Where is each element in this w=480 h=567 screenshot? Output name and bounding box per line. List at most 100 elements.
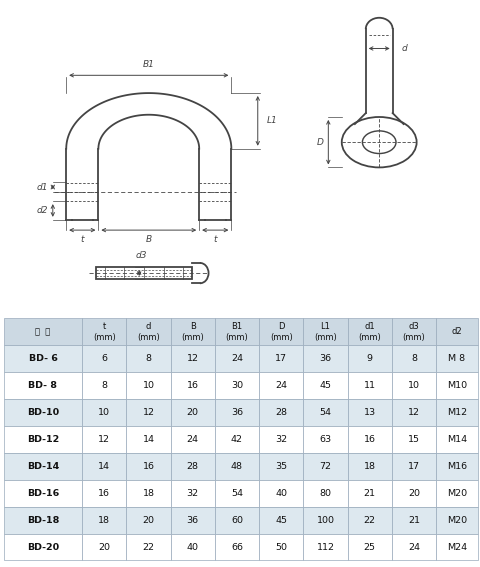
Text: M10: M10 [447, 381, 467, 390]
Text: t
(mm): t (mm) [93, 322, 116, 341]
Text: M12: M12 [447, 408, 467, 417]
FancyBboxPatch shape [436, 373, 478, 399]
Text: 9: 9 [367, 354, 372, 363]
Text: 20: 20 [187, 408, 199, 417]
Text: 10: 10 [143, 381, 155, 390]
FancyBboxPatch shape [4, 426, 82, 453]
Text: 8: 8 [411, 354, 417, 363]
FancyBboxPatch shape [303, 319, 348, 345]
Text: BD- 6: BD- 6 [28, 354, 58, 363]
Text: 20: 20 [143, 515, 155, 524]
Text: 60: 60 [231, 515, 243, 524]
Text: 32: 32 [275, 435, 287, 444]
FancyBboxPatch shape [215, 534, 259, 560]
FancyBboxPatch shape [348, 319, 392, 345]
Text: M16: M16 [447, 462, 467, 471]
FancyBboxPatch shape [215, 345, 259, 373]
Text: BD-18: BD-18 [27, 515, 59, 524]
Text: 40: 40 [275, 489, 287, 498]
Text: BD-14: BD-14 [27, 462, 59, 471]
FancyBboxPatch shape [4, 319, 82, 345]
FancyBboxPatch shape [215, 480, 259, 507]
Text: 11: 11 [364, 381, 376, 390]
FancyBboxPatch shape [259, 534, 303, 560]
FancyBboxPatch shape [392, 480, 436, 507]
FancyBboxPatch shape [303, 507, 348, 534]
FancyBboxPatch shape [392, 534, 436, 560]
Text: 8: 8 [101, 381, 107, 390]
FancyBboxPatch shape [348, 345, 392, 373]
FancyBboxPatch shape [436, 453, 478, 480]
FancyBboxPatch shape [303, 373, 348, 399]
FancyBboxPatch shape [170, 319, 215, 345]
FancyBboxPatch shape [392, 453, 436, 480]
FancyBboxPatch shape [303, 480, 348, 507]
FancyBboxPatch shape [303, 534, 348, 560]
FancyBboxPatch shape [82, 426, 126, 453]
FancyBboxPatch shape [348, 507, 392, 534]
FancyBboxPatch shape [436, 319, 478, 345]
FancyBboxPatch shape [392, 507, 436, 534]
Text: 28: 28 [275, 408, 287, 417]
FancyBboxPatch shape [126, 373, 170, 399]
FancyBboxPatch shape [436, 345, 478, 373]
Text: B: B [146, 235, 152, 244]
FancyBboxPatch shape [259, 426, 303, 453]
FancyBboxPatch shape [215, 399, 259, 426]
Text: 24: 24 [408, 543, 420, 552]
Text: 10: 10 [98, 408, 110, 417]
Text: 24: 24 [187, 435, 199, 444]
Text: 24: 24 [231, 354, 243, 363]
Text: 6: 6 [101, 354, 107, 363]
FancyBboxPatch shape [259, 453, 303, 480]
FancyBboxPatch shape [392, 399, 436, 426]
Text: 21: 21 [364, 489, 376, 498]
FancyBboxPatch shape [215, 426, 259, 453]
FancyBboxPatch shape [392, 426, 436, 453]
Text: L1: L1 [266, 116, 277, 125]
FancyBboxPatch shape [126, 426, 170, 453]
Text: t: t [214, 235, 217, 244]
Text: 16: 16 [364, 435, 376, 444]
Text: 45: 45 [275, 515, 287, 524]
Text: d1: d1 [36, 183, 48, 192]
FancyBboxPatch shape [436, 534, 478, 560]
Text: 16: 16 [143, 462, 155, 471]
FancyBboxPatch shape [4, 453, 82, 480]
Text: 24: 24 [275, 381, 287, 390]
FancyBboxPatch shape [348, 453, 392, 480]
FancyBboxPatch shape [126, 480, 170, 507]
FancyBboxPatch shape [259, 480, 303, 507]
Text: 32: 32 [187, 489, 199, 498]
Text: 18: 18 [364, 462, 376, 471]
FancyBboxPatch shape [436, 507, 478, 534]
FancyBboxPatch shape [170, 426, 215, 453]
Text: 66: 66 [231, 543, 243, 552]
Text: 80: 80 [319, 489, 331, 498]
FancyBboxPatch shape [303, 453, 348, 480]
Text: 13: 13 [364, 408, 376, 417]
FancyBboxPatch shape [82, 345, 126, 373]
FancyBboxPatch shape [259, 507, 303, 534]
FancyBboxPatch shape [126, 453, 170, 480]
FancyBboxPatch shape [436, 426, 478, 453]
FancyBboxPatch shape [303, 426, 348, 453]
Text: M 8: M 8 [448, 354, 466, 363]
Text: 16: 16 [187, 381, 199, 390]
Text: BD-10: BD-10 [27, 408, 59, 417]
FancyBboxPatch shape [4, 373, 82, 399]
Text: d: d [401, 44, 407, 53]
Text: 10: 10 [408, 381, 420, 390]
FancyBboxPatch shape [82, 480, 126, 507]
FancyBboxPatch shape [4, 399, 82, 426]
Text: 14: 14 [143, 435, 155, 444]
FancyBboxPatch shape [82, 534, 126, 560]
Text: 16: 16 [98, 489, 110, 498]
Text: 22: 22 [143, 543, 155, 552]
Text: B
(mm): B (mm) [181, 322, 204, 341]
FancyBboxPatch shape [170, 507, 215, 534]
Text: 63: 63 [319, 435, 332, 444]
Text: 54: 54 [231, 489, 243, 498]
Text: 21: 21 [408, 515, 420, 524]
FancyBboxPatch shape [392, 319, 436, 345]
